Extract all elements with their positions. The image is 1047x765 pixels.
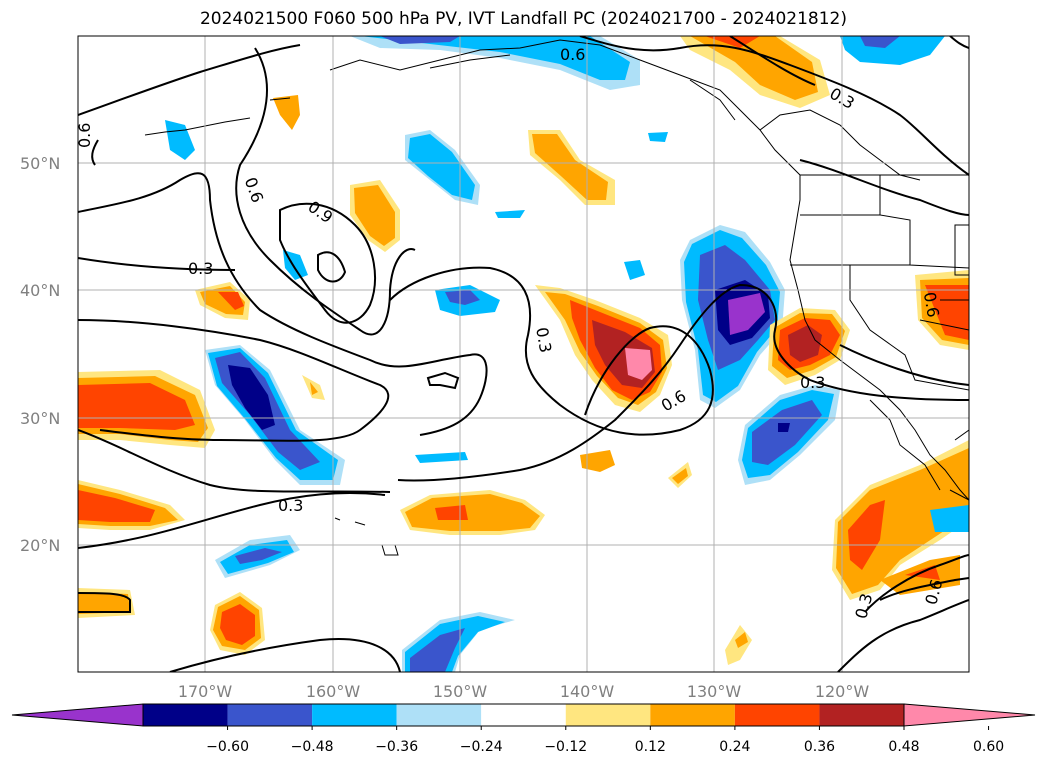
colorbar-segment: [819, 704, 904, 726]
colorbar-tick-label: 0.12: [635, 739, 666, 755]
pv-fill-layer: [78, 36, 969, 672]
colorbar-frame: [142, 703, 905, 727]
colorbar-tick-label: 0.36: [804, 739, 835, 755]
lat-label-20n: 20°N: [20, 536, 60, 555]
pv-blob-orange-140w: [528, 130, 615, 205]
pv-blob-orange-172w: [195, 282, 250, 320]
pv-blob-small-orange-2: [580, 450, 615, 472]
colorbar-ticks: −0.60 −0.48 −0.36 −0.24 −0.12 0.12 0.24 0.36 0.4…: [206, 726, 1004, 755]
lon-label-170w: 170°W: [178, 682, 233, 701]
lon-label-160w: 160°W: [306, 682, 361, 701]
pv-blob-small-cyan-6: [415, 452, 468, 463]
pv-blob-top-right: [680, 36, 830, 108]
colorbar-segment: [650, 704, 735, 726]
lon-label-150w: 150°W: [433, 682, 488, 701]
colorbar-tick-label: −0.12: [544, 739, 587, 755]
contour-label: 0.6: [560, 45, 585, 64]
pv-blob-coast-red: [768, 308, 850, 385]
pv-blob-orange-163w: [350, 180, 400, 252]
pv-blob-blue-165w: [215, 535, 300, 578]
colorbar-extend-min: [11, 703, 144, 727]
lat-label-50n: 50°N: [20, 154, 60, 173]
colorbar-tick-label: −0.60: [206, 739, 249, 755]
map-title: 2024021500 F060 500 hPa PV, IVT Landfall…: [199, 9, 847, 29]
colorbar-tick-label: −0.24: [460, 739, 503, 755]
ivt-contour-layer: [78, 36, 969, 672]
colorbar-tick-label: 0.48: [888, 739, 919, 755]
colorbar-tick-label: 0.60: [973, 739, 1004, 755]
colorbar-tick-label: −0.36: [375, 739, 418, 755]
pv-blob-top-far-right: [840, 36, 945, 65]
contour-label: 0.3: [278, 496, 303, 515]
pv-blob-left-31n: [78, 370, 215, 448]
colorbar-tick-label: 0.24: [719, 739, 750, 755]
colorbar-tick-label: −0.48: [291, 739, 334, 755]
pv-blob-small-orange-1: [273, 95, 300, 130]
lon-label-130w: 130°W: [687, 682, 742, 701]
contour-label: 0.3: [532, 326, 555, 354]
pv-blob-gulf-cyan: [405, 130, 480, 205]
lat-label-40n: 40°N: [20, 281, 60, 300]
colorbar-segment: [396, 704, 482, 726]
pv-blob-left-22n: [78, 480, 185, 530]
colorbar-segment: [227, 704, 313, 726]
map-frame: [77, 35, 970, 673]
colorbar-segment: [481, 704, 566, 726]
pv-blob-small-cyan-5: [624, 260, 645, 280]
pv-blob-main-positive: [535, 285, 672, 412]
coastline-layer: [144, 39, 969, 556]
pv-blob-small-cyan-2: [495, 210, 525, 218]
pv-blob-red-167w: [210, 592, 265, 655]
contour-label: 0.3: [188, 259, 213, 278]
pv-blob-blue-152w: [402, 612, 515, 672]
contour-label: 0.3: [800, 373, 825, 392]
longitude-labels: 170°W 160°W 150°W 140°W 130°W 120°W: [178, 682, 870, 701]
pv-blob-top-center: [350, 36, 640, 90]
lon-label-120w: 120°W: [815, 682, 870, 701]
pv-blob-small-cyan-3: [648, 132, 668, 142]
colorbar-extend-max: [903, 703, 1036, 727]
pv-blob-blue-126w: [738, 385, 840, 485]
pv-blob-cyan-152w: [435, 285, 500, 316]
pv-blob-aleutian: [165, 120, 195, 160]
colorbar: [11, 703, 1036, 727]
colorbar-segment: [565, 704, 651, 726]
latitude-labels: 50°N 40°N 30°N 20°N: [20, 154, 60, 555]
contour-label: 0.6: [920, 291, 943, 319]
colorbar-segment: [734, 704, 820, 726]
colorbar-segment: [143, 704, 228, 726]
map-area: 0.6 0.3 0.9 0.6 0.6 0.3 0.3 0.3 0.6 0.3 …: [75, 36, 969, 672]
contour-label: 0.6: [75, 123, 94, 148]
lon-label-140w: 140°W: [560, 682, 615, 701]
colorbar-segment: [312, 704, 397, 726]
lat-label-30n: 30°N: [20, 409, 60, 428]
